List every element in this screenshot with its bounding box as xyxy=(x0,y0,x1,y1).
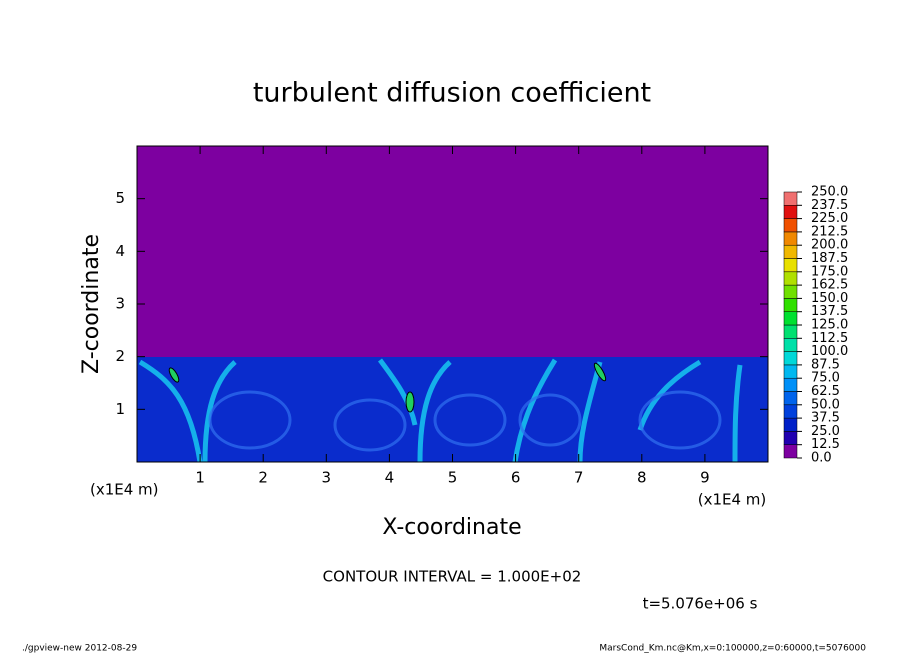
colorbar-box xyxy=(783,218,798,233)
colorbar-box xyxy=(783,351,798,366)
colorbar-label: 137.5 xyxy=(811,304,848,319)
colorbar-box xyxy=(783,431,798,445)
colorbar-box xyxy=(783,311,798,326)
eddies xyxy=(208,390,722,452)
contour-blob xyxy=(405,391,415,413)
colorbar-label: 75.0 xyxy=(811,371,840,386)
colorbar-label: 150.0 xyxy=(811,291,848,306)
contour-interval: CONTOUR INTERVAL = 1.000E+02 xyxy=(323,568,582,586)
colorbar-label: 12.5 xyxy=(811,437,840,452)
colorbar-box xyxy=(783,231,798,246)
field-lower xyxy=(137,357,768,462)
colorbar-label: 125.0 xyxy=(811,318,848,333)
colorbar-label: 100.0 xyxy=(811,344,848,359)
colorbar-label: 50.0 xyxy=(811,397,840,412)
colorbar-label: 62.5 xyxy=(811,384,840,399)
y-tick-label: 2 xyxy=(115,347,125,365)
footer-left: ./gpview-new 2012-08-29 xyxy=(22,644,137,654)
colorbar-box xyxy=(783,205,798,219)
colorbar-box xyxy=(783,298,798,312)
x-tick-label: 2 xyxy=(258,469,268,487)
colorbar-box xyxy=(783,404,798,419)
x-tick-label: 9 xyxy=(700,469,710,487)
y-tick-label: 1 xyxy=(115,400,125,418)
x-unit: (x1E4 m) xyxy=(90,481,159,499)
colorbar-label: 225.0 xyxy=(811,211,848,226)
y-tick-label: 4 xyxy=(115,242,125,260)
contour-blob xyxy=(593,362,607,382)
colorbar-box xyxy=(783,284,798,299)
x-tick-label: 4 xyxy=(385,469,395,487)
chart-title: turbulent diffusion coefficient xyxy=(253,78,651,109)
field xyxy=(136,145,769,463)
x-tick-label: 1 xyxy=(195,469,205,487)
colorbar-label: 237.5 xyxy=(811,198,848,213)
colorbar-label: 175.0 xyxy=(811,264,848,279)
y-unit: (x1E4 m) xyxy=(698,491,767,509)
colorbar-box xyxy=(783,191,798,206)
colorbar-label: 25.0 xyxy=(811,424,840,439)
colorbar-box xyxy=(783,338,798,352)
colorbar-label: 162.5 xyxy=(811,278,848,293)
x-tick-label: 5 xyxy=(448,469,458,487)
plumes xyxy=(138,358,743,463)
time-label: t=5.076e+06 s xyxy=(643,595,758,613)
colorbar-box xyxy=(783,444,798,459)
y-tick-label: 3 xyxy=(115,295,125,313)
colorbar-box xyxy=(783,364,798,379)
colorbar-box xyxy=(783,271,798,286)
colorbar-label: 212.5 xyxy=(811,224,848,239)
colorbar-box xyxy=(783,417,798,432)
x-tick-label: 8 xyxy=(637,469,647,487)
colorbar-box xyxy=(783,324,798,339)
colorbar-box xyxy=(783,258,798,273)
x-axis-label: X-coordinate xyxy=(382,515,521,540)
colorbar-label: 87.5 xyxy=(811,357,840,372)
x-tick-label: 6 xyxy=(511,469,521,487)
colorbar-label: 37.5 xyxy=(811,411,840,426)
colorbar-label: 250.0 xyxy=(811,185,848,200)
colorbar-box xyxy=(783,244,798,259)
colorbar-label: 0.0 xyxy=(811,451,832,466)
colorbar-box xyxy=(783,391,798,406)
footer-right: MarsCond_Km.nc@Km,x=0:100000,z=0:60000,t… xyxy=(599,644,866,654)
y-axis-label: Z-coordinate xyxy=(79,234,104,374)
contour-blob xyxy=(168,367,180,383)
colorbar-label: 187.5 xyxy=(811,251,848,266)
colorbar-box xyxy=(783,377,798,392)
colorbar-label: 200.0 xyxy=(811,238,848,253)
x-tick-label: 7 xyxy=(574,469,584,487)
x-tick-label: 3 xyxy=(322,469,332,487)
colorbar-label: 112.5 xyxy=(811,331,848,346)
y-tick-label: 5 xyxy=(115,189,125,207)
